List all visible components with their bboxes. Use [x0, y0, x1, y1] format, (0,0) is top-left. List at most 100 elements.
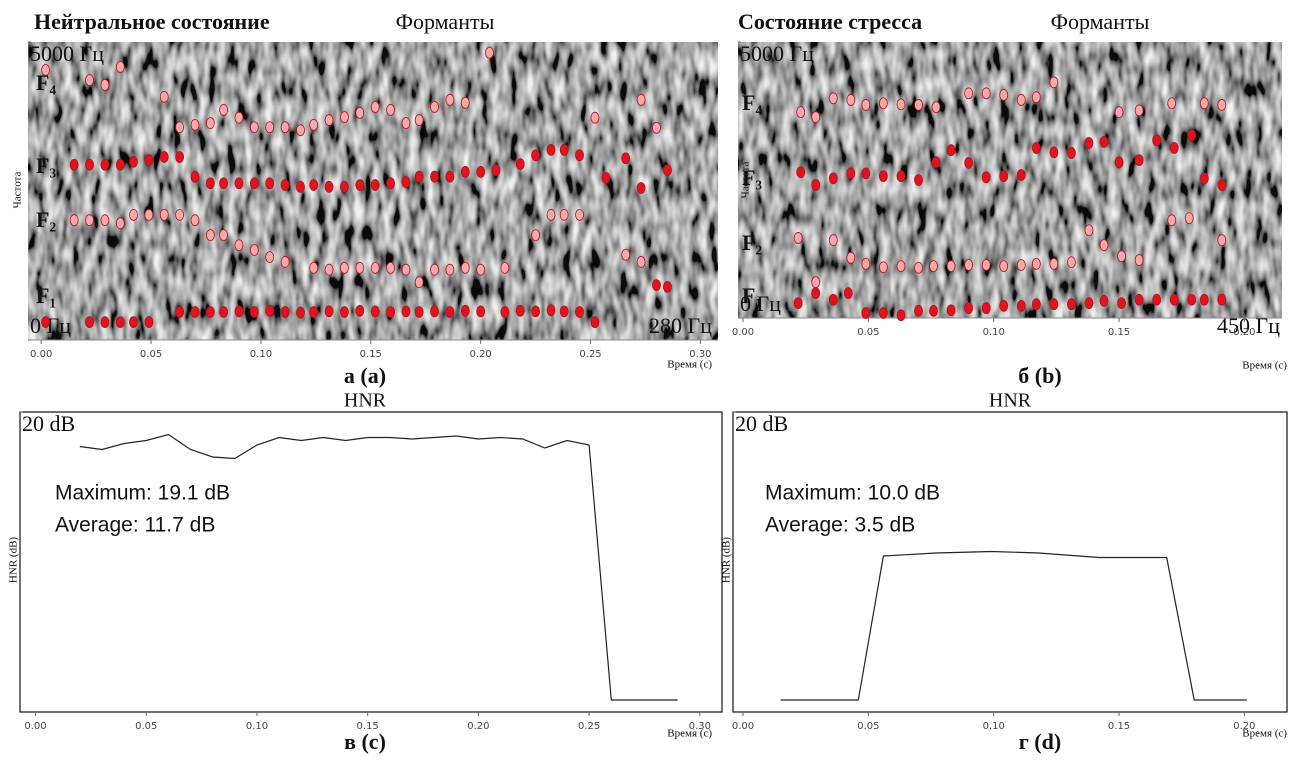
- caption: б (b): [1018, 363, 1061, 388]
- legend-entry: F₂: [742, 230, 762, 255]
- formant-point: [445, 170, 455, 183]
- formant-point: [946, 260, 956, 273]
- formant-point: [1049, 76, 1059, 89]
- formant-point: [340, 180, 349, 193]
- formant-point: [234, 177, 244, 190]
- formant-point: [1016, 94, 1026, 106]
- formant-point: [636, 93, 646, 106]
- formant-point: [190, 306, 200, 318]
- formant-point: [219, 104, 228, 116]
- formant-point: [1217, 99, 1227, 111]
- formant-point: [234, 305, 244, 318]
- formant-point: [414, 114, 424, 126]
- formant-point: [129, 208, 138, 221]
- formant-point: [159, 151, 169, 163]
- formant-point: [460, 96, 470, 109]
- formant-point: [964, 87, 974, 100]
- formant-point: [575, 208, 584, 221]
- y-tick-label: 20 dB: [22, 411, 75, 436]
- formant-point: [1167, 97, 1177, 110]
- formant-point: [1016, 299, 1026, 312]
- formant-point: [964, 259, 974, 271]
- formant-point: [546, 143, 556, 156]
- formant-point: [811, 287, 821, 300]
- formant-point: [144, 154, 154, 166]
- formant-point: [1084, 224, 1094, 237]
- x-tick-label: 0.10: [250, 349, 272, 360]
- x-tick-label: 0.10: [983, 721, 1005, 732]
- formant-point: [309, 118, 319, 131]
- formant-point: [1099, 294, 1109, 307]
- formant-point: [1117, 250, 1126, 263]
- formant-point: [370, 179, 380, 191]
- formant-point: [355, 304, 365, 317]
- formant-point: [430, 305, 439, 318]
- formant-point: [981, 171, 991, 184]
- formant-point: [1169, 293, 1179, 306]
- legend-entry: F₁: [742, 283, 762, 308]
- formant-point: [531, 305, 541, 318]
- formant-point: [309, 261, 319, 274]
- formant-point: [175, 208, 185, 221]
- formant-point: [414, 276, 424, 289]
- formant-point: [476, 305, 486, 318]
- formant-point: [1016, 169, 1026, 181]
- formant-point: [430, 263, 439, 276]
- formant-point: [796, 106, 806, 119]
- formant-point: [175, 306, 185, 318]
- caption: в (c): [344, 729, 386, 754]
- formant-point: [575, 149, 584, 162]
- x-tick-label: 0.05: [857, 327, 879, 338]
- formant-point: [1217, 293, 1227, 306]
- formant-point: [265, 121, 275, 134]
- x-tick-label: 0.15: [1108, 721, 1130, 732]
- formant-point: [559, 208, 569, 221]
- y-axis-label: Частота: [740, 162, 752, 199]
- formant-point: [811, 276, 821, 289]
- x-tick-label: 0.20: [1233, 721, 1255, 732]
- formant-point: [296, 124, 305, 137]
- formant-point: [265, 304, 275, 317]
- formant-point: [100, 214, 110, 227]
- formant-point: [1031, 298, 1041, 311]
- formant-point: [115, 158, 125, 171]
- formant-point: [964, 302, 974, 314]
- chart-title: HNR: [344, 390, 387, 412]
- spectrogram: [738, 42, 1282, 318]
- formant-point: [796, 166, 806, 179]
- formant-point: [1187, 129, 1197, 142]
- spectrogram: [28, 42, 718, 340]
- formant-point: [828, 293, 838, 306]
- chart-title: Форманты: [396, 9, 495, 34]
- formant-point: [879, 97, 888, 110]
- formant-point: [370, 261, 380, 274]
- x-tick-label: 0.30: [689, 349, 711, 360]
- formant-point: [929, 260, 938, 273]
- formant-point: [879, 170, 888, 183]
- formant-point: [190, 214, 200, 227]
- formant-point: [861, 167, 871, 180]
- formant-point: [964, 156, 974, 169]
- formant-point: [929, 304, 938, 317]
- formant-point: [85, 214, 94, 227]
- formant-point: [793, 232, 803, 244]
- formant-point: [280, 179, 290, 191]
- formant-point: [861, 258, 871, 270]
- legend-entry: F₃: [36, 153, 56, 178]
- legend-entry: F₁: [36, 283, 56, 308]
- hnr-line: [780, 550, 1247, 701]
- formant-point: [41, 64, 50, 76]
- formant-point: [1134, 254, 1144, 266]
- formant-point: [1169, 142, 1179, 154]
- y-axis-label: HNR (dB): [8, 537, 20, 583]
- formant-point: [430, 170, 439, 183]
- formant-point: [69, 158, 79, 171]
- formant-point: [1049, 298, 1059, 311]
- formant-point: [485, 46, 494, 59]
- formant-point: [828, 172, 838, 185]
- formant-point: [401, 176, 411, 188]
- formant-point: [1134, 104, 1144, 117]
- formant-point: [1031, 91, 1041, 104]
- formant-point: [249, 306, 259, 318]
